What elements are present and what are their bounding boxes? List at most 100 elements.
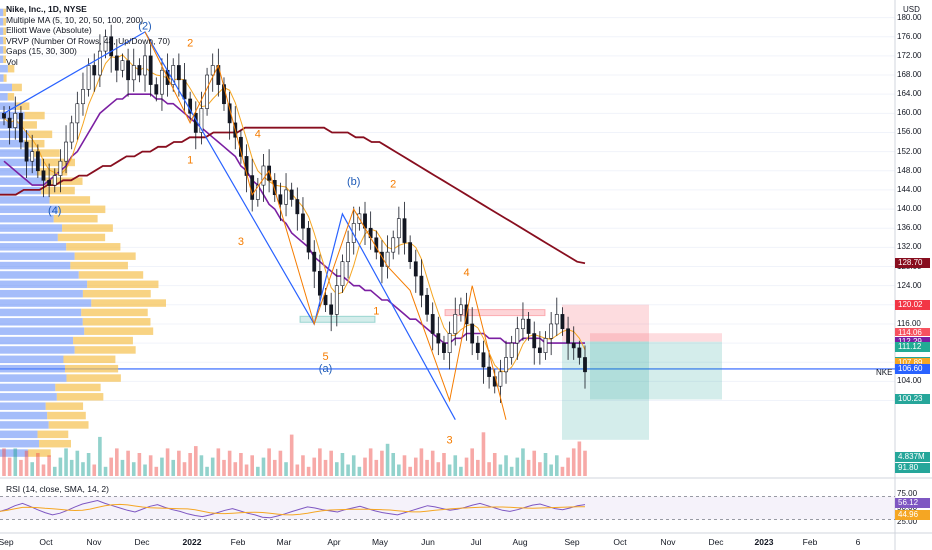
vrvp-row-up xyxy=(3,74,7,82)
wave-label: 2 xyxy=(187,37,193,49)
volume-bar xyxy=(346,464,350,476)
volume-bar xyxy=(295,464,300,476)
candle-body xyxy=(526,318,531,334)
volume-bar xyxy=(504,455,508,476)
candle-body xyxy=(148,55,153,85)
candle-body xyxy=(205,74,209,109)
vrvp-row-down xyxy=(0,336,74,345)
volume-bar xyxy=(470,448,474,476)
price-tick: 132.00 xyxy=(897,242,922,252)
volume-bar xyxy=(397,464,401,476)
time-tick: 2023 xyxy=(754,537,774,547)
price-badge: 111.12 xyxy=(895,342,930,353)
volume-bar xyxy=(532,450,537,476)
vrvp-row-down xyxy=(0,243,67,251)
rsi-indicator-label[interactable]: RSI (14, close, SMA, 14, 2) xyxy=(6,484,109,494)
candle-body xyxy=(199,108,204,133)
volume-bar xyxy=(442,453,446,476)
volume-bar xyxy=(425,459,429,476)
volume-bar xyxy=(193,446,198,476)
indicator-ma[interactable]: Multiple MA (5, 10, 20, 50, 100, 200) xyxy=(6,14,144,25)
indicator-vol[interactable]: Vol xyxy=(6,56,18,67)
candle-body xyxy=(13,113,18,128)
time-tick: Feb xyxy=(230,537,246,547)
wave-label: (a) xyxy=(319,363,332,375)
vrvp-row-up xyxy=(47,411,86,420)
volume-bar xyxy=(284,462,288,476)
candle-body xyxy=(543,338,548,353)
rsi-pane xyxy=(0,496,895,520)
candle-body xyxy=(515,328,520,344)
indicator-vrvp[interactable]: VRVP (Number Of Rows, 48, Up/Down, 70) xyxy=(6,35,171,46)
legend: Nike, Inc., 1D, NYSE Multiple MA (5, 10,… xyxy=(6,4,170,68)
candle-body xyxy=(250,175,255,200)
time-tick: Dec xyxy=(708,537,724,547)
time-tick: 2022 xyxy=(182,537,202,547)
indicator-gaps[interactable]: Gaps (15, 30, 300) xyxy=(6,46,77,57)
volume-bar xyxy=(81,462,85,476)
volume-bar xyxy=(205,466,209,476)
candle-body xyxy=(272,180,277,196)
volume-bar xyxy=(391,453,396,476)
candle-body xyxy=(86,65,91,90)
candle-body xyxy=(583,357,587,373)
time-tick: Jul xyxy=(470,537,482,547)
volume-bar xyxy=(13,448,18,476)
volume-bar xyxy=(560,466,565,476)
indicator-elliott[interactable]: Elliott Wave (Absolute) xyxy=(6,25,92,36)
vrvp-row-down xyxy=(0,18,4,26)
vrvp-row-down xyxy=(0,308,82,317)
price-tick: 180.00 xyxy=(897,12,922,22)
candle-body xyxy=(498,371,503,387)
candle-body xyxy=(470,323,475,344)
volume-bar xyxy=(385,443,390,476)
candle-body xyxy=(24,141,29,162)
volume-bar xyxy=(408,466,412,476)
candle-body xyxy=(436,333,441,344)
volume-bar xyxy=(58,457,63,476)
candle-body xyxy=(442,342,446,353)
volume-bar xyxy=(419,448,424,476)
vrvp-row-down xyxy=(0,430,38,439)
vrvp-row-down xyxy=(0,46,4,54)
candle-body xyxy=(255,184,260,200)
volume-bar xyxy=(177,450,181,476)
vrvp-row-down xyxy=(0,196,50,204)
volume-bar xyxy=(24,450,29,476)
candle-body xyxy=(131,65,136,81)
volume-bar xyxy=(210,457,215,476)
volume-bar xyxy=(261,457,266,476)
time-tick: Sep xyxy=(564,537,580,547)
volume-bar xyxy=(86,453,91,476)
volume-bar xyxy=(120,459,125,476)
vrvp-row-down xyxy=(0,111,25,120)
vrvp-row-down xyxy=(0,271,79,279)
price-tick: 152.00 xyxy=(897,146,922,156)
volume-bar xyxy=(233,462,238,476)
wave-label: 4 xyxy=(255,128,261,140)
candle-body xyxy=(92,65,97,76)
vrvp-row-down xyxy=(0,299,92,307)
vrvp-row-up xyxy=(48,421,89,429)
vrvp-row-up xyxy=(16,102,30,110)
candle-body xyxy=(7,117,12,128)
price-tick: 148.00 xyxy=(897,165,922,175)
vrvp-row-down xyxy=(0,289,83,298)
volume-bar xyxy=(47,455,51,476)
price-badge: 128.70 xyxy=(895,258,930,269)
vrvp-row-up xyxy=(62,224,113,232)
vrvp-row-down xyxy=(0,8,4,17)
volume-bar xyxy=(188,453,192,476)
vrvp-row-up xyxy=(45,402,84,410)
vrvp-row-down xyxy=(0,168,37,176)
vrvp-row-up xyxy=(7,93,15,101)
vrvp-row-down xyxy=(0,411,48,420)
candle-body xyxy=(64,141,68,162)
price-badge: 107.89 xyxy=(895,357,930,368)
symbol-title[interactable]: Nike, Inc., 1D, NYSE xyxy=(6,4,87,14)
candle-body xyxy=(571,342,576,349)
volume-bar xyxy=(216,448,221,476)
elliott-wave-lines xyxy=(3,31,507,420)
volume-bar xyxy=(165,448,170,476)
volume-bar xyxy=(340,453,345,476)
